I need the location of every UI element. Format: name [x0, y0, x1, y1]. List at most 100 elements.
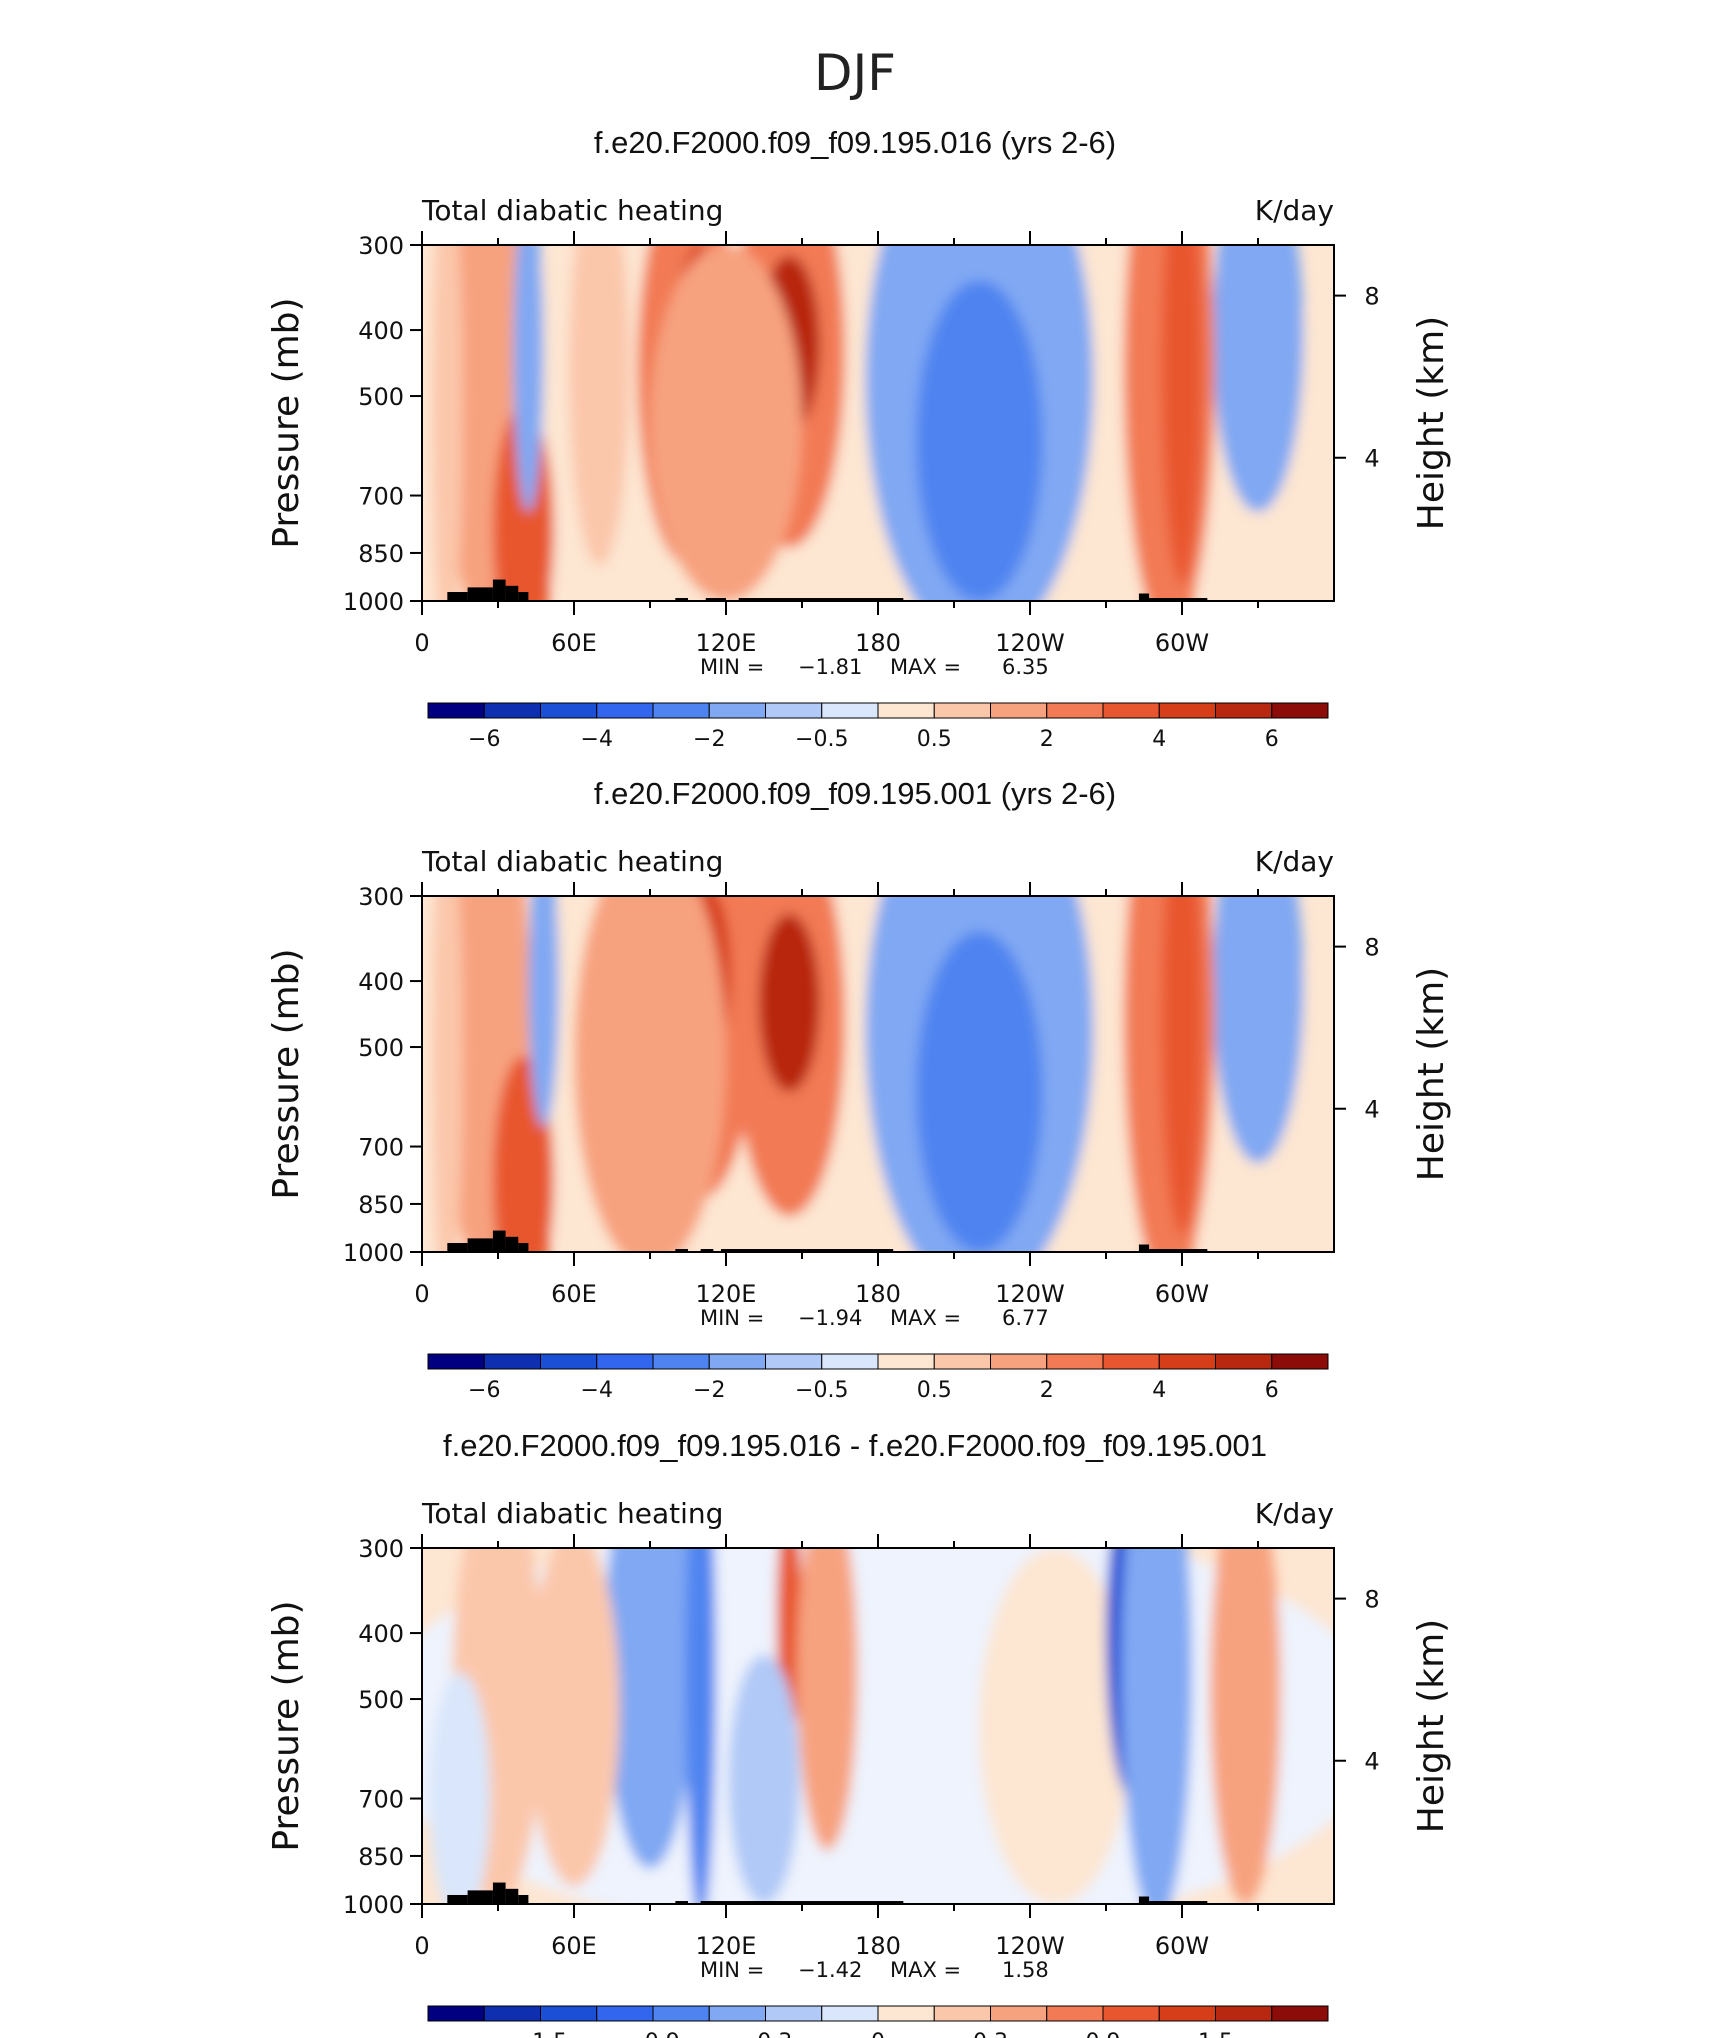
contour-region: [432, 245, 463, 601]
topography-block: [518, 591, 529, 601]
panel-3: f.e20.F2000.f09_f09.195.016 - f.e20.F200…: [266, 1428, 1452, 2038]
colorbar-label: −2: [693, 1378, 725, 1403]
colorbar-swatch: [933, 702, 991, 719]
y-axis-right-title: Height (km): [1411, 1619, 1452, 1833]
topography-block: [705, 598, 726, 601]
colorbar-label: −0.5: [795, 1378, 848, 1403]
contour-field: [422, 1548, 1334, 1904]
contour-region: [1161, 245, 1203, 584]
y-axis-title: Pressure (mb): [266, 297, 307, 548]
pressure-tick-label: 400: [358, 1620, 404, 1648]
contour-region: [650, 245, 802, 601]
min-value: −1.81: [798, 655, 862, 679]
topography-block: [675, 1901, 688, 1904]
topography-block: [447, 1894, 468, 1904]
units-label: K/day: [1255, 194, 1334, 227]
min-value: −1.94: [798, 1306, 862, 1330]
contour-region: [574, 896, 726, 1252]
colorbar-label: 0.3: [973, 2030, 1008, 2038]
height-tick-label: 4: [1364, 445, 1379, 473]
contour-field: [422, 245, 1334, 601]
colorbar-label: 6: [1265, 727, 1279, 752]
panel-title: f.e20.F2000.f09_f09.195.016 - f.e20.F200…: [443, 1428, 1267, 1463]
topography-block: [492, 1230, 506, 1252]
contour-field: [422, 896, 1334, 1252]
units-label: K/day: [1255, 1497, 1334, 1530]
contour-region: [513, 245, 544, 512]
colorbar-swatch: [1158, 2005, 1216, 2022]
y-axis-title: Pressure (mb): [266, 948, 307, 1199]
colorbar-swatch: [821, 2005, 879, 2022]
height-tick-label: 4: [1364, 1096, 1379, 1124]
colorbar-label: −0.5: [795, 727, 848, 752]
colorbar-swatch: [483, 702, 541, 719]
pressure-tick-label: 700: [358, 483, 404, 511]
lon-tick-label: 60E: [551, 629, 597, 657]
contour-region: [728, 1654, 800, 1904]
contour-region: [1209, 1548, 1281, 1904]
pressure-tick-label: 500: [358, 1686, 404, 1714]
lon-tick-label: 120E: [696, 629, 757, 657]
panel-1: f.e20.F2000.f09_f09.195.016 (yrs 2-6) Tot…: [266, 125, 1452, 752]
panel-title: f.e20.F2000.f09_f09.195.016 (yrs 2-6): [594, 125, 1116, 160]
min-value: −1.42: [798, 1958, 862, 1982]
height-tick-label: 8: [1364, 934, 1379, 962]
colorbar-label: 4: [1152, 1378, 1166, 1403]
colorbar-swatch: [708, 2005, 766, 2022]
topography-block: [1138, 1244, 1150, 1252]
lon-tick-label: 60W: [1155, 1932, 1209, 1960]
lon-tick-label: 60E: [551, 1932, 597, 1960]
topography-block: [700, 1249, 714, 1252]
colorbar-swatch: [821, 702, 879, 719]
colorbar-swatch: [1046, 1353, 1104, 1370]
topography-block: [700, 1901, 904, 1904]
panel-title: f.e20.F2000.f09_f09.195.001 (yrs 2-6): [594, 776, 1116, 811]
pressure-tick-label: 300: [358, 232, 404, 260]
height-tick-label: 8: [1364, 1586, 1379, 1614]
topography-block: [675, 598, 688, 601]
colorbar-swatch: [1102, 1353, 1160, 1370]
lon-tick-label: 120E: [696, 1280, 757, 1308]
colorbar-label: −0.3: [739, 2030, 792, 2038]
colorbar-swatch: [596, 2005, 654, 2022]
colorbar: −6 −4 −2 −0.5 0.5 2 4 6: [427, 1353, 1329, 1403]
lon-tick-label: 120W: [995, 1280, 1065, 1308]
topography-block: [467, 1890, 493, 1904]
topography-block: [738, 598, 904, 601]
contour-blobs: [422, 1548, 1334, 1904]
y-axis-right-title: Height (km): [1411, 316, 1452, 530]
colorbar-swatch: [1271, 702, 1329, 719]
colorbar-label: 6: [1265, 1378, 1279, 1403]
colorbar-label: 0.9: [1086, 2030, 1121, 2038]
contour-blobs: [422, 896, 1334, 1252]
colorbar-swatch: [990, 702, 1048, 719]
topography-block: [505, 1888, 519, 1904]
contour-blobs: [422, 245, 1334, 601]
colorbar-swatch: [933, 1353, 991, 1370]
colorbar-swatch: [540, 1353, 598, 1370]
colorbar-label: 4: [1152, 727, 1166, 752]
topography-block: [505, 585, 519, 601]
lon-tick-label: 0: [414, 1932, 429, 1960]
colorbar-swatch: [427, 2005, 485, 2022]
topography-block: [1149, 598, 1208, 601]
lon-tick-label: 120W: [995, 1932, 1065, 1960]
lon-tick-label: 60W: [1155, 1280, 1209, 1308]
colorbar: −1.5 −0.9 −0.3 0 0.3 0.9 1.5: [427, 2005, 1329, 2038]
topography-block: [675, 1249, 688, 1252]
contour-region: [916, 280, 1043, 601]
pressure-tick-label: 500: [358, 1034, 404, 1062]
height-tick-label: 4: [1364, 1748, 1379, 1776]
pressure-tick-label: 400: [358, 968, 404, 996]
colorbar-label: −0.9: [626, 2030, 679, 2038]
lon-tick-label: 120E: [696, 1932, 757, 1960]
colorbar-swatch: [765, 702, 823, 719]
contour-region: [685, 1548, 716, 1904]
max-value: 6.35: [1002, 655, 1049, 679]
colorbar-swatch: [1215, 1353, 1273, 1370]
pressure-tick-label: 400: [358, 317, 404, 345]
contour-region: [979, 1548, 1132, 1904]
variable-label: Total diabatic heating: [421, 1497, 723, 1530]
contour-region: [429, 1672, 491, 1904]
